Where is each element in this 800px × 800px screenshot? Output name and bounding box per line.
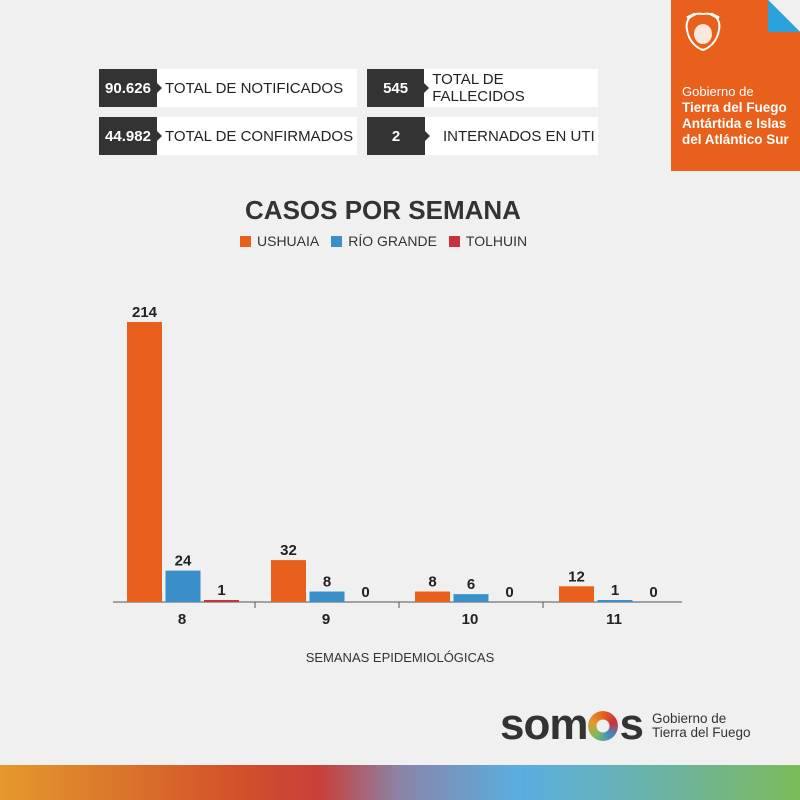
- data-label: 0: [649, 584, 657, 601]
- legend-label: USHUAIA: [257, 233, 320, 249]
- stat-fallecidos: 545 TOTAL DE FALLECIDOS: [367, 69, 598, 107]
- somos-logo: som s: [500, 700, 644, 749]
- somos-subtitle: Gobierno de Tierra del Fuego: [652, 712, 751, 740]
- data-label: 0: [361, 584, 369, 601]
- bar-río-grande: [453, 594, 489, 602]
- legend-label: TOLHUIN: [465, 233, 528, 249]
- bar-río-grande: [165, 570, 201, 602]
- data-label: 6: [467, 576, 475, 593]
- brand-line: Tierra del Fuego: [682, 100, 787, 115]
- x-tick-label: 9: [322, 611, 330, 628]
- stat-label: TOTAL DE NOTIFICADOS: [165, 79, 344, 97]
- legend-swatch: [331, 236, 343, 247]
- bar-ushuaia: [415, 591, 450, 602]
- chart-title: CASOS POR SEMANA: [245, 195, 521, 225]
- coat-of-arms-icon: [685, 12, 721, 52]
- stat-value: 44.982: [99, 117, 162, 155]
- stat-label: INTERNADOS EN UTI: [443, 127, 595, 145]
- corner-fold-icon: [768, 0, 800, 32]
- legend-swatch: [240, 236, 251, 247]
- x-axis-label: SEMANAS EPIDEMIOLÓGICAS: [305, 650, 495, 665]
- data-label: 214: [132, 304, 158, 321]
- data-label: 0: [505, 584, 513, 601]
- brand-line: Antártida e Islas: [682, 116, 787, 131]
- legend-item: TOLHUIN: [448, 233, 528, 249]
- data-label: 24: [175, 553, 192, 570]
- data-label: 1: [217, 582, 225, 599]
- stat-value: 545: [367, 69, 430, 107]
- brand-line: del Atlántico Sur: [682, 132, 789, 147]
- data-label: 8: [323, 574, 331, 591]
- stat-value: 2: [367, 117, 430, 155]
- stat-value: 90.626: [99, 69, 162, 107]
- data-label: 12: [568, 568, 585, 585]
- somos-ring-icon: [588, 711, 619, 741]
- legend-swatch: [448, 236, 460, 247]
- bar-ushuaia: [127, 322, 162, 602]
- brand-line: Gobierno de: [682, 84, 754, 99]
- x-tick-label: 10: [462, 611, 479, 628]
- bar-río-grande: [309, 591, 345, 602]
- x-tick-label: 8: [178, 611, 186, 628]
- somos-sub-line: Gobierno de: [652, 711, 727, 726]
- stat-uti: 2 INTERNADOS EN UTI: [367, 117, 598, 155]
- bar-ushuaia: [559, 586, 594, 602]
- government-brand-panel: Gobierno de Tierra del Fuego Antártida e I…: [671, 0, 800, 171]
- legend-item: RÍO GRANDE: [331, 233, 437, 249]
- x-tick-label: 11: [606, 611, 622, 628]
- stat-label: TOTAL DE FALLECIDOS: [432, 71, 525, 105]
- data-label: 1: [611, 582, 619, 599]
- bar-ushuaia: [271, 560, 306, 602]
- legend-label: RÍO GRANDE: [348, 233, 437, 249]
- stat-label: TOTAL DE CONFIRMADOS: [165, 127, 354, 145]
- bar-río-grande: [597, 600, 633, 602]
- data-label: 8: [428, 574, 436, 591]
- stat-confirmados: 44.982 TOTAL DE CONFIRMADOS: [99, 117, 357, 155]
- data-label: 32: [280, 542, 297, 559]
- footer-gradient-bar: [0, 765, 800, 800]
- bar-tolhuin: [204, 600, 239, 602]
- somos-sub-line: Tierra del Fuego: [652, 725, 751, 740]
- chart-legend: USHUAIA RÍO GRANDE TOLHUIN: [240, 233, 527, 249]
- legend-item: USHUAIA: [240, 233, 319, 249]
- stat-notificados: 90.626 TOTAL DE NOTIFICADOS: [99, 69, 357, 107]
